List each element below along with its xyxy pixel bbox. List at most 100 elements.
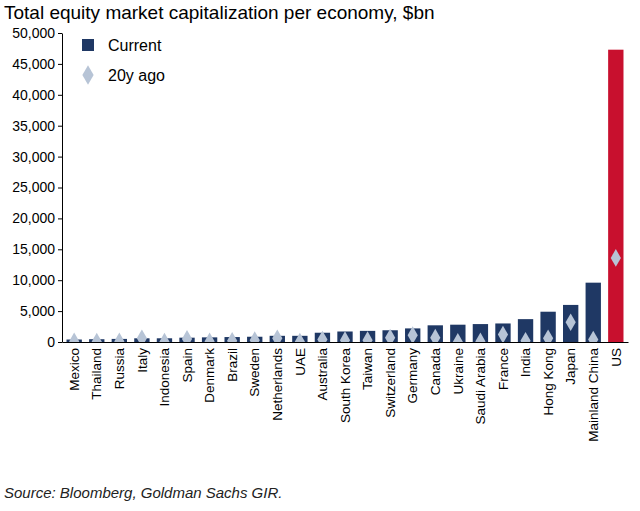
marker bbox=[430, 329, 440, 342]
y-tick-label: 35,000 bbox=[12, 118, 55, 134]
x-tick: Germany bbox=[405, 342, 420, 404]
x-tick-label: India bbox=[518, 348, 533, 378]
x-tick: US bbox=[609, 342, 624, 367]
x-tick: Switzerland bbox=[383, 342, 398, 418]
marker bbox=[250, 331, 260, 342]
y-tick-mark bbox=[58, 188, 62, 189]
x-tick-label: Russia bbox=[112, 348, 127, 390]
x-tick-label: South Korea bbox=[338, 348, 353, 424]
y-tick-label: 10,000 bbox=[12, 272, 55, 288]
y-tick-label: 0 bbox=[47, 334, 55, 350]
y-tick-label: 45,000 bbox=[12, 56, 55, 72]
x-tick: Taiwan bbox=[360, 342, 375, 390]
x-tick: Japan bbox=[563, 342, 578, 385]
marker bbox=[182, 330, 192, 342]
source-note: Source: Bloomberg, Goldman Sachs GIR. bbox=[4, 484, 282, 501]
y-tick-mark bbox=[58, 95, 62, 96]
x-tick-label: Taiwan bbox=[360, 348, 375, 390]
y-tick-label: 50,000 bbox=[12, 25, 55, 41]
y-tick: 20,000 bbox=[12, 210, 62, 226]
marker bbox=[272, 329, 282, 342]
marker bbox=[362, 331, 372, 342]
marker bbox=[453, 333, 463, 342]
y-tick: 25,000 bbox=[12, 179, 62, 195]
y-tick-mark bbox=[58, 64, 62, 65]
y-tick: 0 bbox=[47, 334, 62, 350]
x-tick: Saudi Arabia bbox=[473, 342, 488, 425]
x-tick: Hong Kong bbox=[541, 342, 556, 416]
marker bbox=[114, 333, 124, 342]
marker bbox=[137, 329, 147, 342]
x-tick-label: Thailand bbox=[89, 348, 104, 400]
x-tick-label: UAE bbox=[293, 348, 308, 376]
x-tick-label: Switzerland bbox=[383, 348, 398, 418]
x-tick: Netherlands bbox=[270, 342, 285, 421]
legend-swatch bbox=[82, 65, 93, 85]
y-tick-mark bbox=[58, 311, 62, 312]
marker bbox=[588, 331, 598, 342]
marks bbox=[67, 50, 624, 342]
x-axis-line bbox=[63, 342, 629, 343]
bar bbox=[563, 305, 578, 342]
x-tick: Sweden bbox=[247, 342, 262, 397]
x-tick-label: Canada bbox=[428, 348, 443, 396]
marker bbox=[408, 326, 418, 342]
marker bbox=[227, 332, 237, 342]
y-tick: 10,000 bbox=[12, 272, 62, 288]
legend: Current 20y ago bbox=[82, 37, 165, 85]
y-tick-mark bbox=[58, 218, 62, 219]
x-tick: France bbox=[496, 342, 511, 390]
x-tick-label: France bbox=[496, 348, 511, 390]
x-tick-label: Germany bbox=[405, 348, 420, 404]
x-tick: India bbox=[518, 342, 533, 377]
marker bbox=[295, 333, 305, 342]
marker bbox=[543, 329, 553, 342]
x-tick: Thailand bbox=[89, 342, 104, 400]
x-tick-label: Mainland China bbox=[586, 348, 601, 442]
x-tick: Canada bbox=[428, 342, 443, 395]
y-tick-label: 5,000 bbox=[20, 303, 55, 319]
x-tick: Mainland China bbox=[586, 342, 601, 442]
marker bbox=[204, 333, 214, 342]
y-tick: 50,000 bbox=[12, 25, 62, 41]
marker bbox=[340, 331, 350, 342]
y-tick-label: 30,000 bbox=[12, 149, 55, 165]
y-tick: 45,000 bbox=[12, 56, 62, 72]
marker-series bbox=[69, 249, 621, 342]
x-tick: Indonesia bbox=[157, 342, 172, 407]
marker bbox=[566, 313, 576, 331]
x-tick-label: Australia bbox=[315, 348, 330, 401]
y-tick: 5,000 bbox=[20, 303, 62, 319]
x-tick: Ukraine bbox=[451, 342, 466, 395]
x-tick-label: Brazil bbox=[225, 348, 240, 382]
marker bbox=[385, 329, 395, 342]
y-tick-label: 15,000 bbox=[12, 241, 55, 257]
y-tick-mark bbox=[58, 126, 62, 127]
x-tick: Mexico bbox=[67, 342, 82, 391]
y-tick-mark bbox=[58, 249, 62, 250]
y-tick: 15,000 bbox=[12, 241, 62, 257]
x-tick: Russia bbox=[112, 342, 127, 389]
x-tick: Italy bbox=[135, 342, 150, 373]
legend-item: Current bbox=[82, 37, 162, 54]
y-tick-label: 20,000 bbox=[12, 210, 55, 226]
y-axis: 0 5,000 10,000 15,000 20,000 25,000 30,000 35,0… bbox=[12, 25, 62, 350]
title: Total equity market capitalization per e… bbox=[4, 2, 435, 23]
legend-item: 20y ago bbox=[82, 65, 165, 85]
x-tick: Spain bbox=[180, 342, 195, 383]
y-tick-label: 40,000 bbox=[12, 87, 55, 103]
y-tick-mark bbox=[58, 342, 62, 343]
y-tick-label: 25,000 bbox=[12, 179, 55, 195]
plot: 0 5,000 10,000 15,000 20,000 25,000 30,000 35,0… bbox=[12, 25, 628, 442]
marker bbox=[317, 331, 327, 342]
x-tick-label: Japan bbox=[563, 348, 578, 385]
x-tick: Denmark bbox=[202, 342, 217, 403]
x-tick-label: US bbox=[609, 348, 624, 367]
x-tick-label: Mexico bbox=[67, 348, 82, 391]
x-tick: Brazil bbox=[225, 342, 240, 382]
y-axis-line bbox=[62, 34, 63, 343]
y-tick: 40,000 bbox=[12, 87, 62, 103]
x-tick: Australia bbox=[315, 342, 330, 401]
x-tick-label: Denmark bbox=[202, 348, 217, 403]
x-tick-label: Ukraine bbox=[451, 348, 466, 395]
